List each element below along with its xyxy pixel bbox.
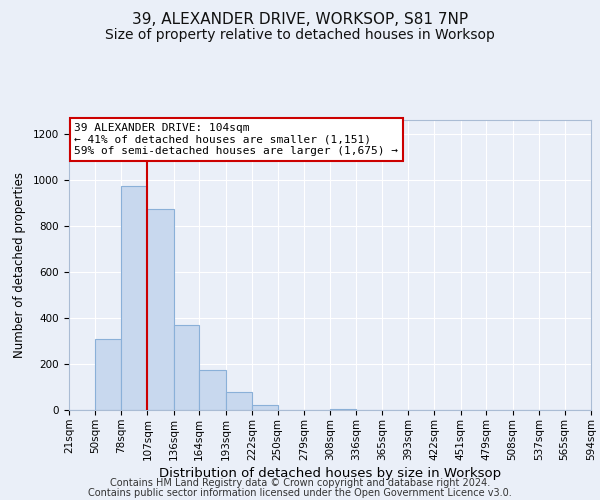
Bar — [148, 208, 174, 410]
Bar — [121, 186, 148, 410]
Text: Contains public sector information licensed under the Open Government Licence v3: Contains public sector information licen… — [88, 488, 512, 498]
X-axis label: Distribution of detached houses by size in Worksop: Distribution of detached houses by size … — [159, 466, 501, 479]
Text: 39 ALEXANDER DRIVE: 104sqm
← 41% of detached houses are smaller (1,151)
59% of s: 39 ALEXANDER DRIVE: 104sqm ← 41% of deta… — [74, 123, 398, 156]
Bar — [252, 406, 278, 410]
Bar — [199, 370, 226, 410]
Text: Size of property relative to detached houses in Worksop: Size of property relative to detached ho… — [105, 28, 495, 42]
Bar — [331, 409, 356, 410]
Bar — [174, 325, 199, 410]
Bar — [95, 338, 121, 410]
Text: Contains HM Land Registry data © Crown copyright and database right 2024.: Contains HM Land Registry data © Crown c… — [110, 478, 490, 488]
Bar — [226, 392, 252, 410]
Text: 39, ALEXANDER DRIVE, WORKSOP, S81 7NP: 39, ALEXANDER DRIVE, WORKSOP, S81 7NP — [132, 12, 468, 28]
Y-axis label: Number of detached properties: Number of detached properties — [13, 172, 26, 358]
